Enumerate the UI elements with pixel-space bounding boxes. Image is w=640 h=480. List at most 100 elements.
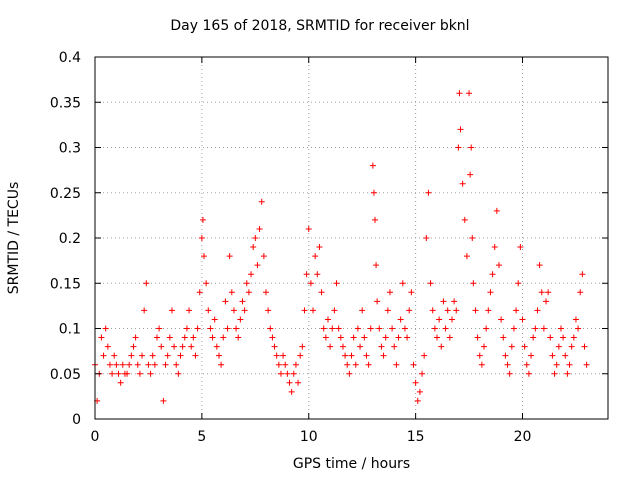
data-point: [104, 343, 111, 350]
data-point: [98, 334, 105, 341]
data-point: [474, 334, 481, 341]
data-point: [513, 307, 520, 314]
data-point: [162, 361, 169, 368]
data-point: [380, 352, 387, 359]
data-point: [215, 352, 222, 359]
data-point: [269, 334, 276, 341]
data-point: [378, 343, 385, 350]
x-tick-label: 10: [300, 429, 318, 445]
data-point: [198, 235, 205, 241]
data-point: [444, 307, 451, 314]
data-point: [431, 325, 438, 332]
data-point: [442, 325, 449, 332]
data-point: [179, 343, 186, 350]
y-tick-label: 0.2: [59, 231, 81, 247]
data-point: [134, 361, 141, 368]
data-point: [562, 352, 569, 359]
data-point: [506, 370, 513, 377]
data-point: [181, 334, 188, 341]
data-point: [224, 325, 231, 332]
data-point: [485, 307, 492, 314]
data-point: [532, 325, 539, 332]
data-point: [408, 289, 415, 296]
data-point: [393, 361, 400, 368]
y-tick-label: 0.15: [50, 276, 81, 292]
data-point: [177, 352, 184, 359]
data-point: [493, 207, 500, 214]
data-point: [230, 307, 237, 314]
data-point: [307, 280, 314, 287]
data-point: [271, 343, 278, 350]
data-point: [233, 325, 240, 332]
data-point: [370, 189, 377, 196]
data-point: [194, 325, 201, 332]
x-tick-label: 20: [514, 429, 532, 445]
data-point: [440, 298, 447, 305]
data-point: [534, 307, 541, 314]
y-axis-label: SRMTID / TECUs: [6, 181, 22, 295]
data-point: [395, 334, 402, 341]
data-point: [502, 352, 509, 359]
data-point: [318, 289, 325, 296]
data-point: [406, 307, 413, 314]
data-point: [119, 361, 126, 368]
data-point: [466, 90, 473, 97]
data-point: [386, 289, 393, 296]
y-tick-label: 0.4: [59, 50, 81, 66]
data-point: [226, 253, 233, 260]
data-point: [136, 370, 143, 377]
data-point: [414, 397, 421, 404]
data-point: [530, 334, 537, 341]
data-point: [543, 298, 550, 305]
data-point: [553, 361, 560, 368]
data-point: [139, 352, 146, 359]
data-point: [196, 289, 203, 296]
data-point: [504, 361, 511, 368]
data-point: [374, 298, 381, 305]
data-point: [166, 334, 173, 341]
data-point: [205, 307, 212, 314]
y-tick-label: 0.1: [59, 322, 81, 338]
data-point: [124, 370, 131, 377]
data-point: [292, 361, 299, 368]
data-point: [359, 307, 366, 314]
data-point: [508, 343, 515, 350]
data-point: [299, 343, 306, 350]
data-point: [329, 325, 336, 332]
data-point: [335, 325, 342, 332]
data-point: [469, 235, 476, 241]
data-point: [248, 271, 255, 278]
data-point: [312, 253, 319, 260]
data-point: [333, 280, 340, 287]
data-point: [260, 253, 267, 260]
data-point: [382, 334, 389, 341]
data-point: [171, 343, 178, 350]
data-point: [286, 379, 293, 386]
data-point: [489, 271, 496, 278]
data-point: [545, 289, 552, 296]
data-point: [517, 244, 524, 251]
data-point: [467, 171, 474, 178]
data-point: [560, 334, 567, 341]
data-point: [583, 361, 590, 368]
data-point: [361, 334, 368, 341]
data-point: [237, 316, 244, 323]
data-point: [348, 352, 355, 359]
data-point: [222, 298, 229, 305]
data-point: [109, 370, 116, 377]
data-point: [203, 280, 210, 287]
data-point: [303, 271, 310, 278]
data-point: [575, 325, 582, 332]
data-point: [245, 289, 252, 296]
data-point: [106, 361, 113, 368]
data-point: [570, 334, 577, 341]
data-point: [483, 325, 490, 332]
data-point: [126, 361, 133, 368]
data-point: [357, 343, 364, 350]
data-point: [557, 325, 564, 332]
data-point: [143, 280, 150, 287]
data-point: [220, 334, 227, 341]
data-point: [528, 352, 535, 359]
data-point: [128, 352, 135, 359]
data-point: [436, 316, 443, 323]
